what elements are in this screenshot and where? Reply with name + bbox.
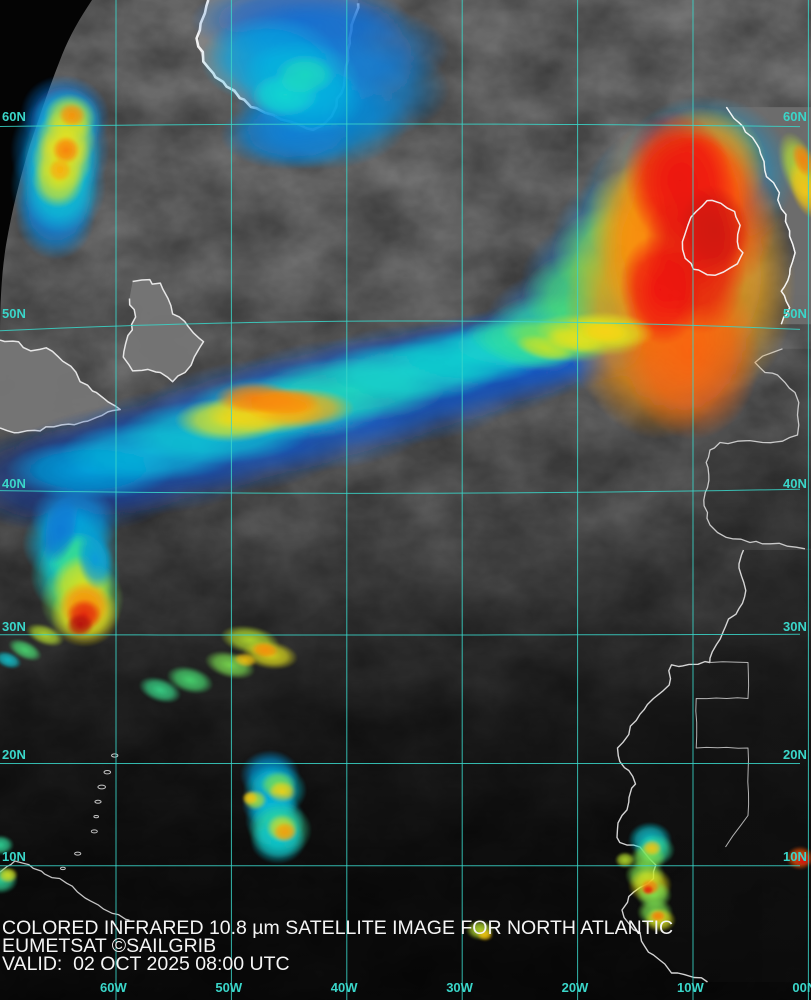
- svg-text:20W: 20W: [562, 980, 589, 995]
- svg-text:10W: 10W: [677, 980, 704, 995]
- svg-text:50N: 50N: [783, 306, 807, 321]
- svg-text:00N: 00N: [792, 980, 811, 995]
- svg-text:40W: 40W: [331, 980, 358, 995]
- svg-text:10N: 10N: [2, 849, 26, 864]
- svg-text:40N: 40N: [783, 476, 807, 491]
- svg-text:20N: 20N: [2, 747, 26, 762]
- svg-text:30W: 30W: [446, 980, 473, 995]
- svg-text:20N: 20N: [783, 747, 807, 762]
- svg-text:30N: 30N: [783, 619, 807, 634]
- svg-text:30N: 30N: [2, 619, 26, 634]
- svg-text:60N: 60N: [2, 109, 26, 124]
- svg-text:40N: 40N: [2, 476, 26, 491]
- svg-text:50N: 50N: [2, 306, 26, 321]
- svg-text:60N: 60N: [783, 109, 807, 124]
- svg-text:60W: 60W: [100, 980, 127, 995]
- svg-text:VALID: 02 OCT 2025 08:00 UTC: VALID: 02 OCT 2025 08:00 UTC: [2, 953, 290, 975]
- svg-text:50W: 50W: [215, 980, 242, 995]
- svg-text:10N: 10N: [783, 849, 807, 864]
